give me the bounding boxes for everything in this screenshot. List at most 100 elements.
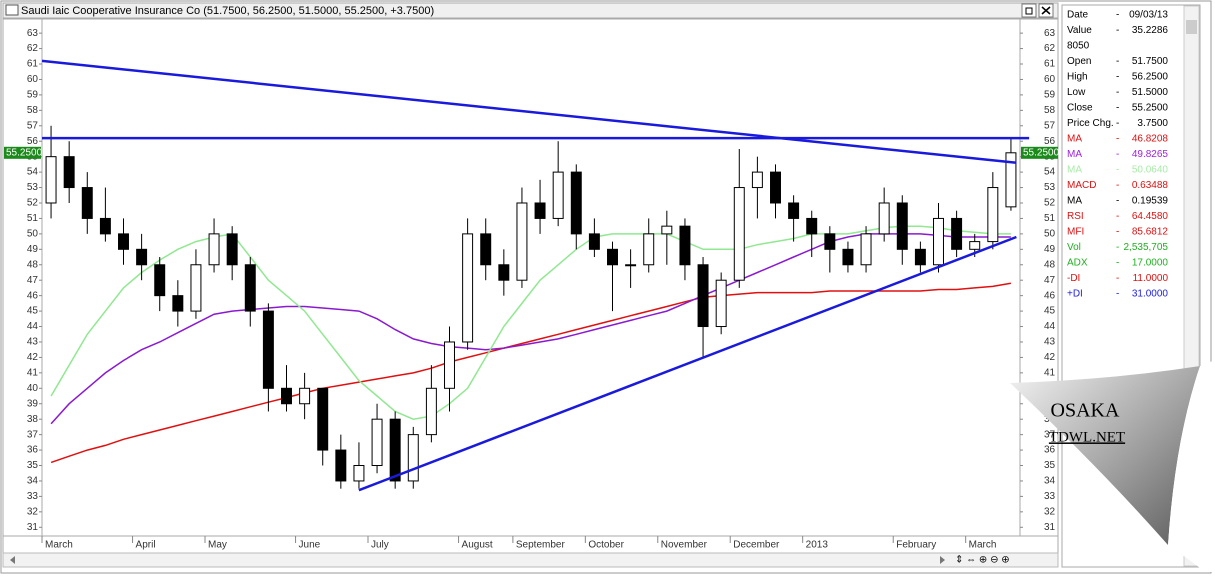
info-sep: -	[1116, 25, 1119, 36]
title-bar	[2, 2, 1059, 19]
info-sep: -	[1116, 118, 1119, 129]
y2-tick-label: 35	[1044, 460, 1056, 471]
y-tick-label: 57	[27, 120, 39, 131]
y-tick-label: 39	[27, 398, 39, 409]
info-sep: -	[1116, 72, 1119, 83]
trend-line	[41, 59, 1017, 165]
y2-tick-label: 62	[1044, 43, 1056, 54]
info-scroll-thumb[interactable]	[1186, 20, 1197, 34]
candle-body	[407, 434, 419, 482]
candle-body	[661, 225, 673, 235]
y-tick-label: 33	[27, 491, 39, 502]
candle-body	[444, 341, 455, 389]
y2-tick-label: 63	[1044, 28, 1056, 39]
candle-body	[45, 156, 57, 204]
candle-body	[643, 233, 655, 266]
candle-body	[425, 387, 437, 436]
candle-body	[896, 202, 908, 250]
restore-button[interactable]	[1021, 3, 1037, 18]
last-price-right: 55.2500	[1023, 147, 1060, 158]
info-sep: -	[1116, 289, 1119, 300]
y2-tick-label: 36	[1044, 445, 1056, 456]
candle-body	[588, 233, 600, 250]
info-sep: -	[1116, 242, 1119, 253]
candle-body	[498, 264, 510, 281]
info-sep: -	[1116, 227, 1119, 238]
y2-tick-label: 34	[1044, 476, 1056, 487]
x-tick-label: March	[45, 540, 73, 551]
scrollbar[interactable]	[2, 552, 1059, 568]
info-value: 64.4580	[1132, 211, 1169, 222]
chart-title: Saudi Iaic Cooperative Insurance Co (51.…	[21, 5, 434, 17]
last-price-left-box	[4, 146, 41, 159]
candle-body	[262, 310, 274, 389]
candle-body	[317, 387, 329, 451]
last-price-right-box	[1021, 146, 1058, 159]
y2-tick-label: 32	[1044, 506, 1056, 517]
page-curl	[1010, 366, 1200, 545]
y2-tick-label: 56	[1044, 136, 1056, 147]
candle-body	[99, 217, 111, 235]
x-tick-label: March	[969, 540, 997, 551]
y-tick-label: 44	[27, 321, 39, 332]
y-tick-label: 43	[27, 337, 39, 348]
x-tick-label: 2013	[806, 540, 829, 551]
x-tick-label: October	[588, 540, 624, 551]
candle-body	[208, 233, 220, 266]
candle-body	[63, 156, 75, 189]
y-tick-label: 42	[27, 352, 39, 363]
y2-tick-label: 44	[1044, 321, 1056, 332]
candle-body	[552, 171, 564, 219]
candle-body	[335, 449, 347, 482]
info-value: 3.7500	[1137, 118, 1168, 129]
watermark-subtitle: TDWL.NET	[1049, 429, 1125, 445]
y2-tick-label: 45	[1044, 306, 1056, 317]
candle-body	[570, 171, 582, 235]
y-tick-label: 40	[27, 383, 39, 394]
zoom-controls[interactable]: ⇕ ⇔ ⊕ ⊖ ⊕	[955, 555, 1010, 566]
candle-body	[824, 233, 836, 250]
info-label: Close	[1067, 103, 1093, 114]
y-tick-label: 48	[27, 259, 39, 270]
info-label: MACD	[1067, 180, 1096, 191]
page-curl-back	[1168, 360, 1215, 572]
x-tick-label: November	[661, 540, 708, 551]
candle-body	[389, 418, 401, 482]
info-value: 49.8265	[1132, 149, 1169, 160]
candle-body	[480, 233, 492, 266]
y-tick-label: 47	[27, 275, 39, 286]
candle-body	[299, 387, 311, 405]
info-value: 85.6812	[1132, 227, 1169, 238]
y-tick-label: 62	[27, 43, 39, 54]
info-value: 55.2500	[1132, 103, 1169, 114]
candle-body	[154, 264, 166, 297]
info-value: 0.19539	[1132, 196, 1169, 207]
candle-body	[951, 217, 963, 250]
info-label: MA	[1067, 134, 1082, 145]
y-tick-label: 41	[27, 367, 39, 378]
info-sep: -	[1116, 165, 1119, 176]
candle-body	[806, 217, 818, 235]
y2-tick-label: 46	[1044, 290, 1056, 301]
candle-body	[697, 264, 709, 328]
y-tick-label: 52	[27, 198, 39, 209]
y-tick-label: 35	[27, 460, 39, 471]
moving-average	[50, 282, 1012, 464]
candle-body	[733, 187, 745, 281]
y-tick-label: 61	[27, 59, 39, 70]
candle-body	[788, 202, 800, 219]
info-label: MA	[1067, 149, 1082, 160]
info-sep: -	[1116, 196, 1119, 207]
y2-tick-label: 60	[1044, 74, 1056, 85]
x-tick-label: December	[733, 540, 780, 551]
y-tick-label: 63	[27, 28, 39, 39]
candle-body	[987, 187, 999, 243]
info-label: Vol	[1067, 242, 1081, 253]
x-tick-label: May	[208, 540, 227, 551]
candle-body	[679, 225, 691, 266]
info-value: 51.7500	[1132, 56, 1169, 67]
y2-tick-label: 33	[1044, 491, 1056, 502]
y2-tick-label: 54	[1044, 167, 1056, 178]
candle-body	[625, 264, 637, 267]
candle-body	[462, 233, 474, 343]
